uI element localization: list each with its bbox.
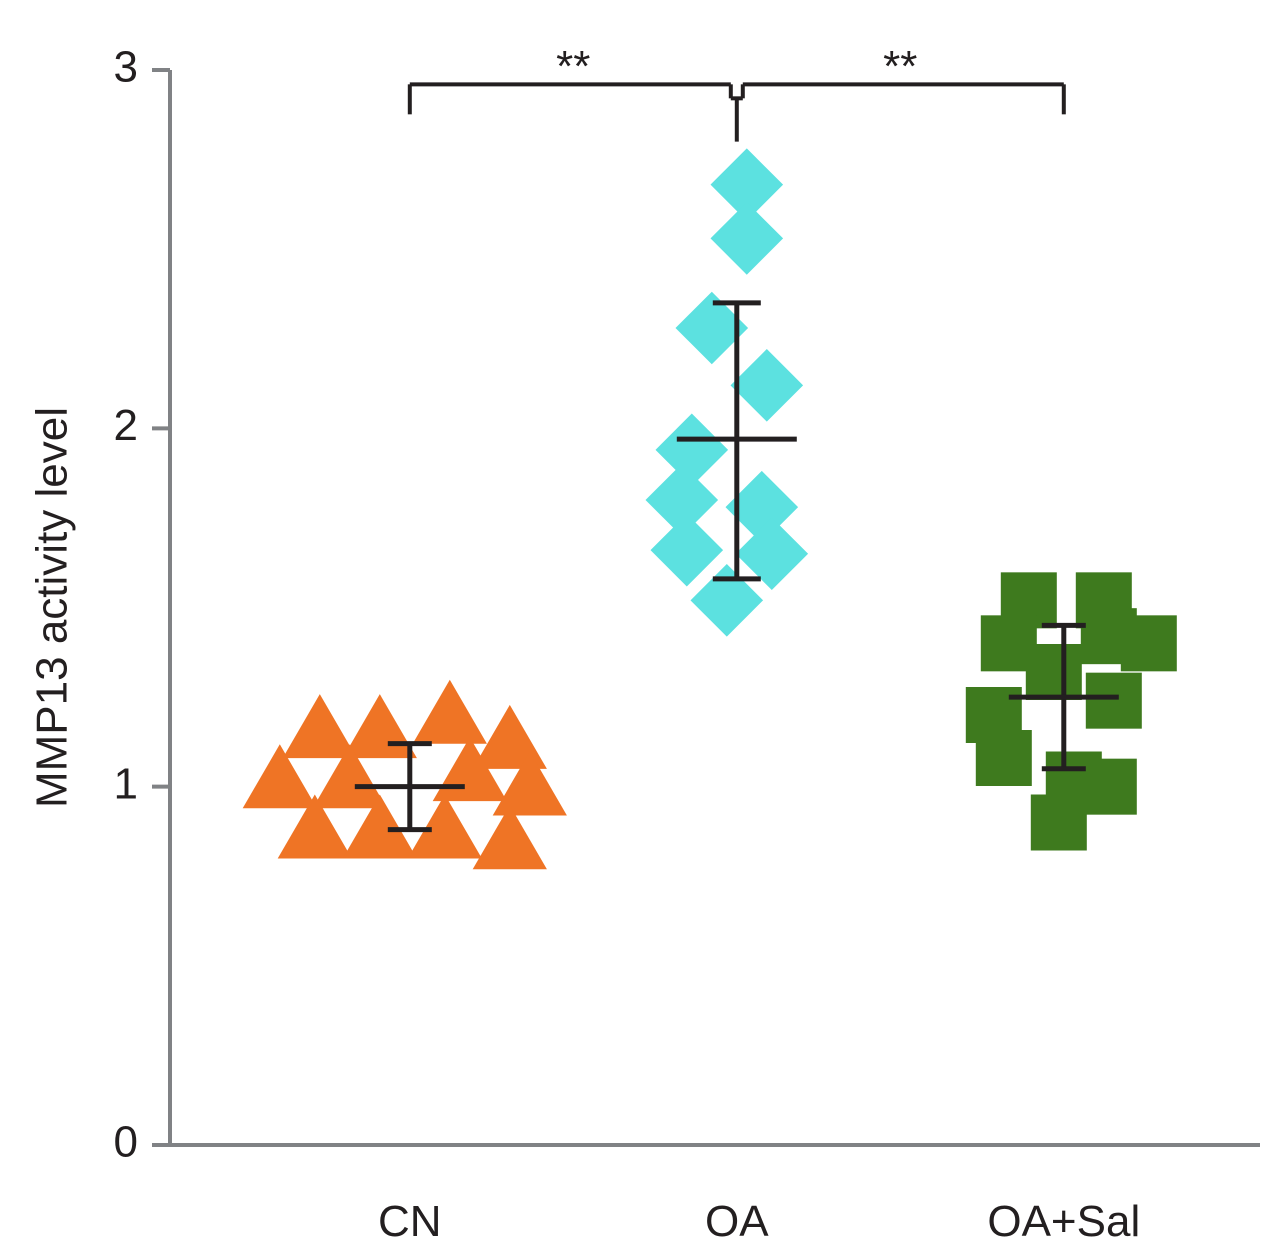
x-category-label: CN bbox=[378, 1197, 442, 1245]
y-tick-label: 3 bbox=[114, 43, 138, 92]
data-point bbox=[711, 202, 784, 275]
y-tick-label: 2 bbox=[114, 401, 138, 450]
x-category-label: OA bbox=[705, 1197, 769, 1245]
data-point bbox=[731, 349, 804, 422]
data-point bbox=[473, 705, 547, 769]
data-point bbox=[283, 694, 357, 758]
data-point bbox=[1031, 795, 1087, 851]
data-point bbox=[976, 730, 1032, 786]
data-point bbox=[1086, 673, 1142, 729]
significance-label: ** bbox=[556, 42, 590, 91]
y-axis-label: MMP13 activity level bbox=[28, 407, 77, 808]
chart-svg: 0 1 2 3 MMP13 activity level CN OA OA+Sal ** ** bbox=[0, 0, 1280, 1245]
data-point bbox=[408, 794, 482, 858]
data-point bbox=[413, 680, 487, 744]
y-tick-label: 0 bbox=[114, 1118, 138, 1167]
data-point bbox=[691, 564, 764, 637]
chart-container: 0 1 2 3 MMP13 activity level CN OA OA+Sal ** ** bbox=[0, 0, 1280, 1245]
data-point bbox=[1121, 615, 1177, 671]
x-category-label: OA+Sal bbox=[987, 1197, 1140, 1245]
data-point bbox=[651, 514, 724, 587]
data-point bbox=[1081, 759, 1137, 815]
data-point bbox=[1026, 644, 1082, 700]
data-point bbox=[343, 694, 417, 758]
y-tick-label: 1 bbox=[114, 759, 138, 808]
significance-label: ** bbox=[883, 42, 917, 91]
